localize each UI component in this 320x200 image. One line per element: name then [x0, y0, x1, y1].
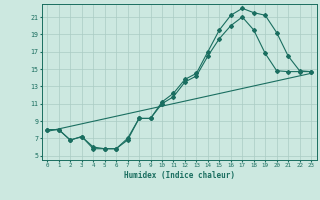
X-axis label: Humidex (Indice chaleur): Humidex (Indice chaleur)	[124, 171, 235, 180]
